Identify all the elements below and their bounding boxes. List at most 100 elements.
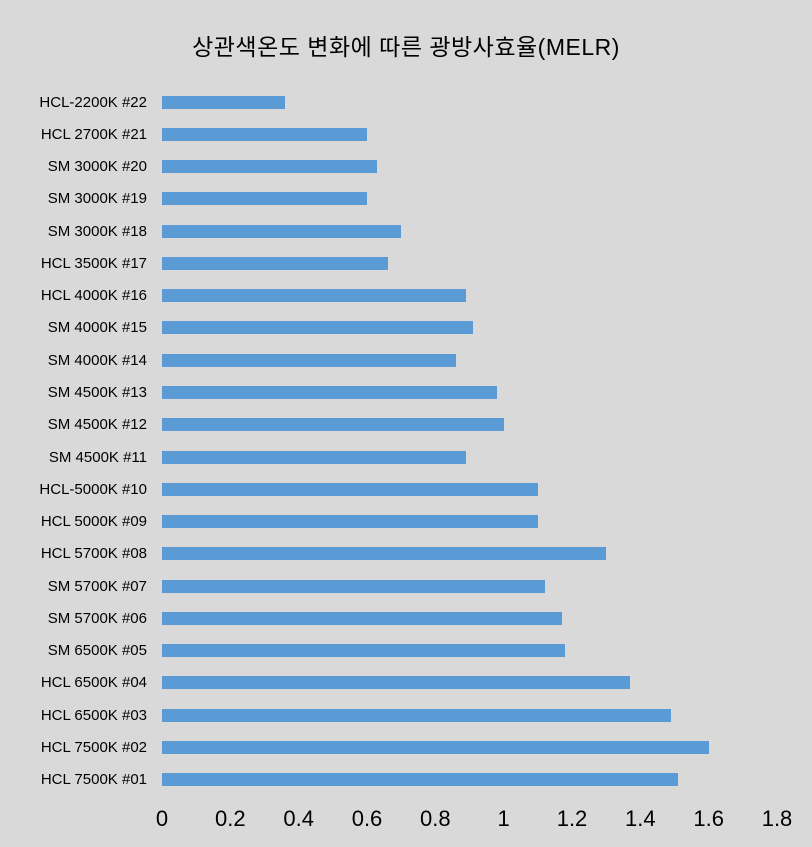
bar <box>162 515 538 529</box>
bar <box>162 418 504 432</box>
category-label: SM 3000K #20 <box>47 158 147 176</box>
x-tick-label: 1.6 <box>693 806 724 831</box>
bar-track <box>162 740 777 754</box>
bar <box>162 256 388 270</box>
bar <box>162 386 497 400</box>
bar <box>162 611 562 625</box>
bar-row: SM 4000K #15 <box>0 312 790 344</box>
category-label: HCL 3500K #17 <box>40 254 147 272</box>
bar <box>162 160 378 174</box>
bar-row: HCL-5000K #10 <box>0 473 790 505</box>
bar <box>162 321 473 335</box>
x-tick-label: 1.2 <box>556 806 588 831</box>
category-label: SM 5700K #07 <box>47 577 147 595</box>
bar-track <box>162 547 777 561</box>
bar-track <box>162 386 777 400</box>
bar-track <box>162 192 777 206</box>
bar-row: HCL 3500K #17 <box>0 247 790 279</box>
category-label: SM 6500K #05 <box>47 642 147 660</box>
bar-track <box>162 353 777 367</box>
x-tick-label: 0.8 <box>420 806 451 831</box>
bar-track <box>162 676 777 690</box>
bar <box>162 450 467 464</box>
bar <box>162 579 545 593</box>
bar-row: SM 3000K #20 <box>0 151 790 183</box>
bar <box>162 708 672 722</box>
category-label: HCL 6500K #03 <box>40 706 147 724</box>
category-label: SM 3000K #19 <box>47 190 147 208</box>
bar <box>162 192 367 206</box>
category-label: SM 4000K #14 <box>47 351 147 369</box>
bar <box>162 740 709 754</box>
bar-row: SM 5700K #06 <box>0 602 790 634</box>
bar-row: HCL 6500K #03 <box>0 699 790 731</box>
bar-row: SM 4500K #12 <box>0 409 790 441</box>
category-label: SM 4500K #12 <box>47 416 147 434</box>
bar-row: HCL 5000K #09 <box>0 505 790 537</box>
bar <box>162 127 367 141</box>
bar-row: HCL 7500K #01 <box>0 764 790 796</box>
bar-row: SM 4500K #13 <box>0 376 790 408</box>
bar-track <box>162 579 777 593</box>
bar-track <box>162 450 777 464</box>
bar-row: HCL 2700K #21 <box>0 118 790 150</box>
category-label: HCL 5700K #08 <box>40 545 147 563</box>
bar <box>162 644 566 658</box>
category-label: HCL 2700K #21 <box>40 125 147 143</box>
bar-row: HCL 6500K #04 <box>0 667 790 699</box>
category-label: SM 3000K #18 <box>47 222 147 240</box>
bar-row: SM 3000K #18 <box>0 215 790 247</box>
category-label: HCL 4000K #16 <box>40 287 147 305</box>
bar-track <box>162 773 777 787</box>
bar-track <box>162 256 777 270</box>
category-label: SM 5700K #06 <box>47 609 147 627</box>
x-tick-label: 0.2 <box>215 806 246 831</box>
bar-track <box>162 708 777 722</box>
bar-row: SM 6500K #05 <box>0 635 790 667</box>
category-label: HCL 5000K #09 <box>40 513 147 531</box>
bar-row: SM 4500K #11 <box>0 441 790 473</box>
bar <box>162 224 402 238</box>
bar <box>162 773 678 787</box>
category-label: HCL-2200K #22 <box>39 93 147 111</box>
bar-track <box>162 611 777 625</box>
x-tick-label: 0 <box>155 806 169 831</box>
bar-row: SM 4000K #14 <box>0 344 790 376</box>
bar <box>162 289 467 303</box>
category-label: SM 4000K #15 <box>47 319 147 337</box>
bar-row: SM 5700K #07 <box>0 570 790 602</box>
category-label: HCL 7500K #01 <box>40 771 147 789</box>
category-label: HCL 7500K #02 <box>40 738 147 756</box>
chart-title: 상관색온도 변화에 따른 광방사효율(MELR) <box>192 34 620 60</box>
bar-track <box>162 224 777 238</box>
bar-row: HCL 5700K #08 <box>0 538 790 570</box>
bar <box>162 95 285 109</box>
bar-track <box>162 644 777 658</box>
category-label: HCL-5000K #10 <box>39 480 147 498</box>
category-label: SM 4500K #11 <box>48 448 147 466</box>
bar-track <box>162 160 777 174</box>
bar-rows: HCL-2200K #22 HCL 2700K #21 SM 3000K #20 SM… <box>0 86 790 796</box>
bar-row: HCL 4000K #16 <box>0 280 790 312</box>
bar-track <box>162 515 777 529</box>
bar-row: HCL-2200K #22 <box>0 86 790 118</box>
bar-row: HCL 7500K #02 <box>0 731 790 763</box>
x-tick-label: 0.6 <box>351 806 383 831</box>
x-tick-label: 0.4 <box>283 806 314 831</box>
category-label: SM 4500K #13 <box>47 384 147 402</box>
bar-track <box>162 127 777 141</box>
bar-track <box>162 482 777 496</box>
bar-track <box>162 95 777 109</box>
category-label: HCL 6500K #04 <box>40 674 147 692</box>
bar-track <box>162 418 777 432</box>
x-tick-label: 1.8 <box>761 806 793 831</box>
bar <box>162 482 538 496</box>
x-tick-label: 1.4 <box>625 806 656 831</box>
bar-track <box>162 321 777 335</box>
bar-row: SM 3000K #19 <box>0 183 790 215</box>
bar-track <box>162 289 777 303</box>
bar <box>162 676 631 690</box>
x-axis: 0 0.2 0.4 0.6 0.8 1 1.2 1.4 1.6 1.8 <box>156 806 792 834</box>
x-tick-label: 1 <box>497 806 510 831</box>
